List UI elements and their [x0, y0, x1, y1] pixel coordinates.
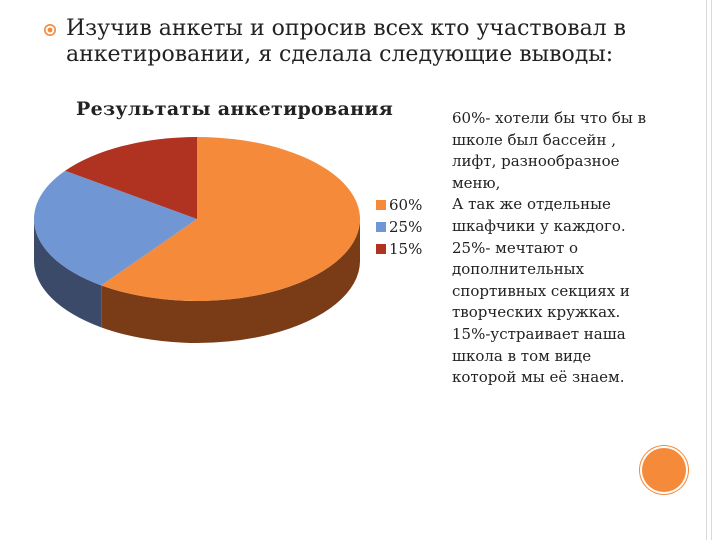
chart-title: Результаты анкетирования — [76, 98, 394, 120]
decorative-circle — [642, 448, 686, 492]
conclusion-line: меню, — [452, 173, 501, 192]
conclusion-line: творческих кружках. — [452, 303, 621, 322]
pie-slice — [33, 170, 197, 286]
chart-legend: 60% 25% 15% — [376, 194, 422, 260]
bullet-text: Изучив анкеты и опросив всех кто участво… — [66, 16, 627, 67]
conclusion-line: спортивных секциях и — [452, 281, 630, 300]
legend-item: 15% — [376, 238, 422, 260]
pie-slice — [65, 137, 198, 219]
conclusion-line: шкафчики у каждого. — [452, 216, 626, 235]
pie-slice — [101, 137, 361, 302]
legend-label: 60% — [389, 196, 423, 214]
legend-swatch — [376, 244, 386, 254]
conclusions-text: 60%- хотели бы что бы в школе был бассейн… — [452, 108, 692, 389]
conclusion-line: 25%- мечтают о — [452, 238, 579, 257]
conclusion-line: лифт, разнообразное — [452, 152, 620, 171]
conclusion-line: 15%-устраивает наша — [452, 324, 626, 343]
slide-border-inner — [706, 0, 707, 540]
legend-item: 60% — [376, 194, 422, 216]
conclusion-line: школа в том виде — [452, 346, 592, 365]
conclusion-line: А так же отдельные — [452, 195, 611, 214]
conclusion-line: которой мы её знаем. — [452, 368, 625, 387]
conclusion-line: дополнительных — [452, 260, 585, 279]
conclusion-line: школе был бассейн , — [452, 130, 616, 149]
legend-label: 25% — [389, 218, 423, 236]
slide-border-outer — [711, 0, 712, 540]
legend-swatch — [376, 222, 386, 232]
conclusion-line: 60%- хотели бы что бы в — [452, 109, 647, 127]
legend-swatch — [376, 200, 386, 210]
pie-slice-side — [101, 219, 360, 343]
pie-slice-side — [34, 219, 102, 328]
legend-label: 15% — [389, 240, 423, 258]
legend-item: 25% — [376, 216, 422, 238]
bullet-icon — [44, 24, 56, 36]
